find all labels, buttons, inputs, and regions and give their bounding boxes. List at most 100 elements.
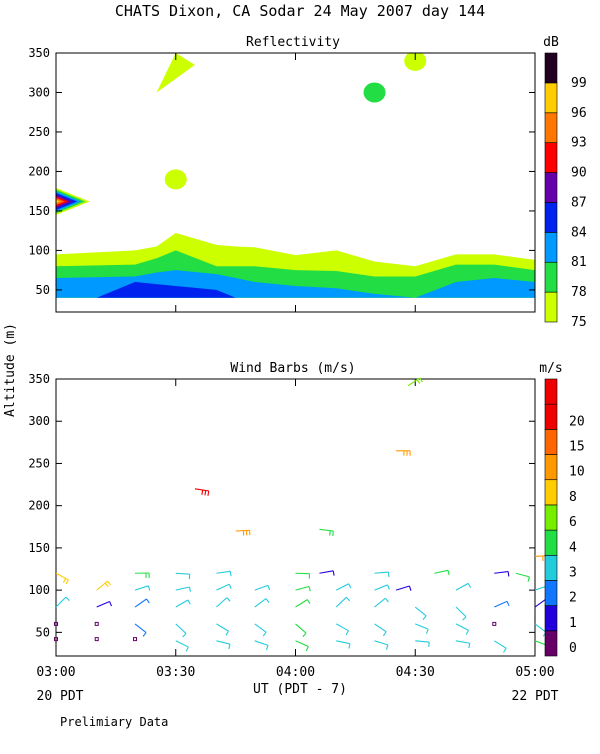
wind-barb-flag — [189, 587, 190, 592]
wind-barb-shaft — [56, 573, 68, 580]
wind-barb-flag — [303, 633, 306, 637]
colorbar-swatch-75 — [545, 292, 557, 322]
wind-barb-shaft — [336, 641, 350, 644]
colorbar-label: 78 — [571, 285, 587, 300]
wind-barb-flag — [226, 631, 229, 635]
wind-barb-shaft — [456, 583, 468, 590]
wind-barb-flag — [266, 645, 268, 650]
wind-barb-shaft — [296, 641, 309, 647]
wind-ytick-label: 300 — [28, 414, 50, 428]
wind-barb-shaft — [56, 597, 66, 607]
wind-barb-shaft — [135, 599, 146, 607]
wind-barb-shaft — [415, 607, 426, 616]
wind-barb-flag — [229, 644, 230, 649]
figure-title: CHATS Dixon, CA Sodar 24 May 2007 day 14… — [115, 2, 485, 20]
wind-barb — [516, 573, 530, 581]
wind-barb-shaft — [296, 624, 307, 633]
x-tick-label: 04:30 — [396, 665, 435, 680]
colorbar-swatch-1 — [545, 606, 557, 631]
colorbar-label: 87 — [571, 195, 587, 210]
colorbar-swatch-96 — [545, 83, 557, 113]
wind-barb-shaft — [336, 597, 346, 607]
wind-barb-flag — [409, 586, 410, 591]
wind-barb-flag — [147, 599, 150, 603]
x-left-note: 20 PDT — [37, 689, 84, 704]
wind-barb — [97, 581, 111, 590]
wind-barb — [255, 641, 268, 650]
wind-barb — [56, 573, 68, 584]
colorbar-label: 84 — [571, 225, 587, 240]
wind-barb-shaft — [375, 572, 389, 573]
wind-barb-shaft — [396, 586, 409, 590]
x-tick-label: 03:00 — [36, 665, 75, 680]
wind-barb — [134, 638, 137, 641]
wind-barb — [336, 641, 350, 649]
wind-barb — [56, 597, 69, 607]
colorbar-swatch-99 — [545, 53, 557, 83]
wind-barb-shaft — [176, 600, 188, 607]
wind-barb-flag — [504, 648, 507, 652]
wind-barb-shaft — [535, 599, 546, 607]
colorbar-swatch-10 — [545, 455, 557, 480]
wind-barb-shaft — [135, 586, 148, 590]
wind-barb — [296, 600, 310, 607]
wind-barb-shaft — [216, 598, 226, 607]
wind-barb-shaft — [296, 587, 310, 591]
wind-ytick-label: 100 — [28, 583, 50, 597]
wind-barb-calm — [95, 638, 98, 641]
reflectivity-ytick-label: 150 — [28, 204, 50, 218]
wind-barb — [135, 599, 149, 607]
wind-barb-shaft — [415, 624, 428, 629]
wind-barb-shaft — [236, 530, 250, 531]
wind-barb — [176, 641, 189, 652]
wind-barb-flag — [186, 647, 188, 651]
wind-barb-flag — [268, 585, 270, 590]
wind-barb — [535, 624, 546, 636]
wind-barb — [336, 584, 351, 590]
wind-barb-shaft — [216, 641, 230, 644]
wind-barb — [375, 572, 389, 577]
colorbar-swatch-3 — [545, 555, 557, 580]
wind-barb — [319, 529, 333, 536]
wind-barb-shaft — [195, 489, 209, 491]
wind-barb-flag — [388, 585, 390, 590]
reflectivity-fills — [56, 51, 535, 298]
colorbar-label: 20 — [569, 414, 585, 429]
panel1-title: Reflectivity — [246, 35, 340, 50]
wind-barb-flag — [63, 578, 65, 582]
colorbar-swatch-81 — [545, 232, 557, 262]
wind-barb-flag — [346, 597, 349, 601]
colorbar-label: 0 — [569, 641, 577, 656]
wind-barb-shaft — [135, 624, 146, 633]
colorbar-swatch-90 — [545, 143, 557, 173]
colorbar-label: 15 — [569, 440, 585, 455]
wind-barb — [456, 641, 470, 648]
wind-barb — [375, 624, 387, 636]
wind-barb-flag — [417, 380, 420, 384]
colorbar-swatch-8 — [545, 480, 557, 505]
wind-barb — [415, 641, 429, 647]
wind-barb-shaft — [336, 624, 348, 631]
reflectivity-ytick-label: 300 — [28, 85, 50, 99]
wind-barb — [415, 607, 426, 620]
wind-barb — [296, 624, 307, 637]
colorbar-label: 75 — [571, 315, 587, 330]
wind-barb-flag — [508, 572, 509, 577]
wind-barb — [493, 622, 496, 625]
colorbar-label: 90 — [571, 166, 587, 181]
wind-barb-shaft — [319, 571, 333, 573]
wind-barb-shaft — [375, 641, 388, 645]
wind-barb-flag — [349, 644, 350, 649]
wind-barb-shaft — [415, 641, 429, 642]
colorbar-label: 8 — [569, 490, 577, 505]
wind-barb-flag — [468, 583, 470, 587]
wind-barb-shaft — [176, 587, 190, 590]
wind-barb — [176, 600, 191, 607]
reflectivity-ytick-label: 200 — [28, 164, 50, 178]
colorbar1-unit: dB — [543, 35, 559, 50]
reflectivity-ytick-label: 250 — [28, 125, 50, 139]
wind-barb — [319, 571, 334, 576]
wind-barb-shaft — [176, 573, 190, 574]
